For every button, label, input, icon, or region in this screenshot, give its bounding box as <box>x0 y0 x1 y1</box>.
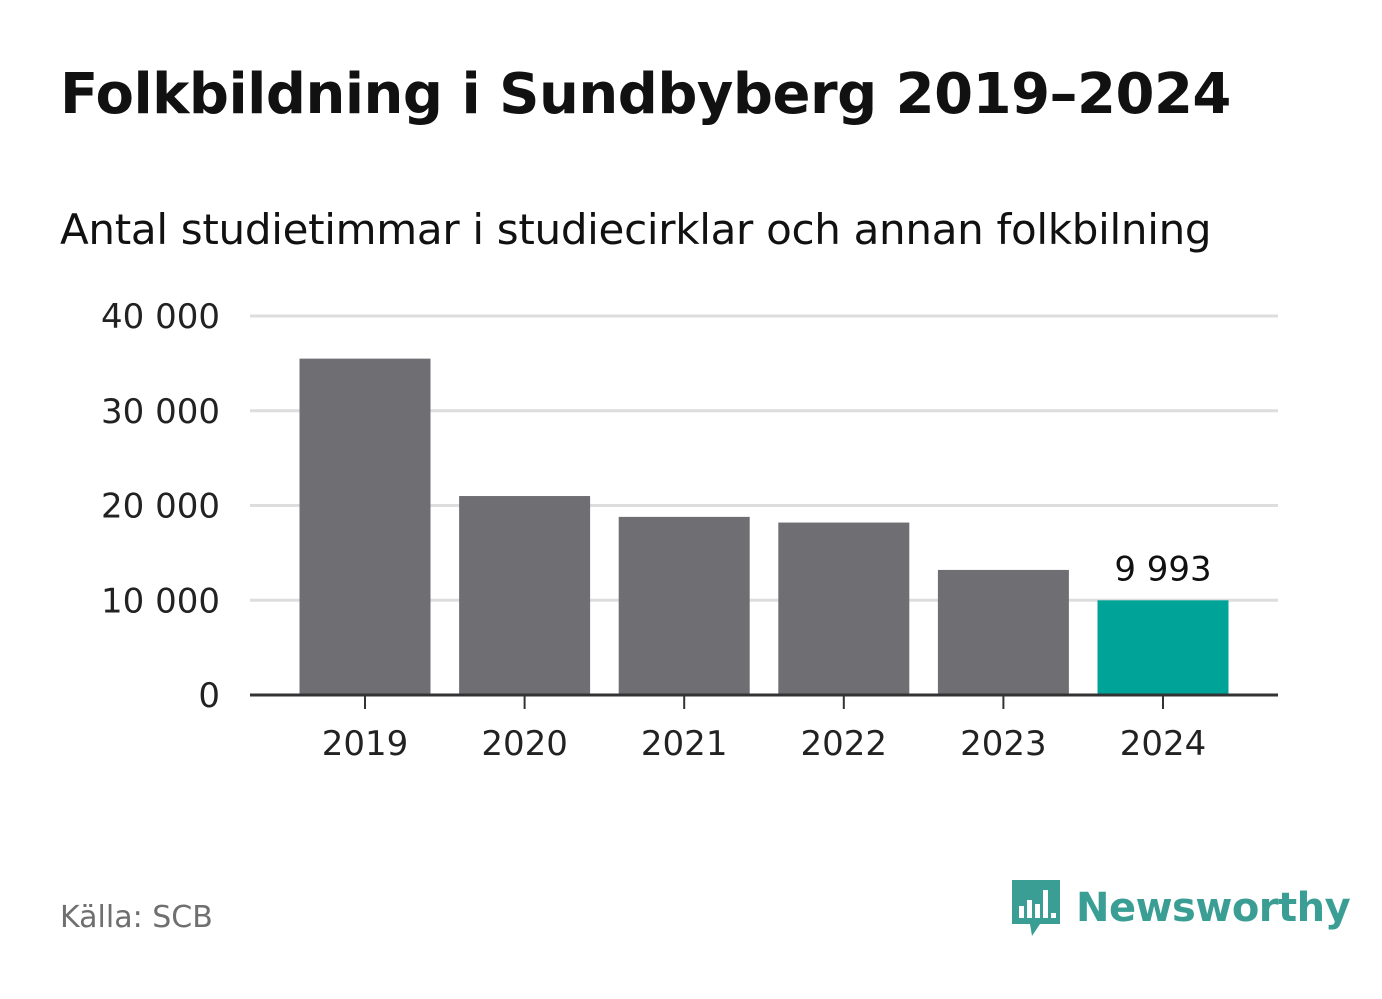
y-tick-label: 40 000 <box>101 297 220 337</box>
data-label: 9 993 <box>1114 549 1211 589</box>
x-tick-label: 2020 <box>481 724 568 764</box>
bar-2019 <box>299 358 431 695</box>
x-tick-label: 2023 <box>960 724 1047 764</box>
source-label: Källa: SCB <box>60 900 213 935</box>
x-tick-label: 2019 <box>322 724 409 764</box>
brand-logo: Newsworthy <box>1010 878 1351 938</box>
bar-2020 <box>459 496 591 695</box>
chart-subtitle: Antal studietimmar i studiecirklar och a… <box>60 205 1212 254</box>
x-tick-label: 2021 <box>641 724 728 764</box>
y-tick-label: 30 000 <box>101 392 220 432</box>
x-tick-label: 2024 <box>1120 724 1207 764</box>
x-tick-label: 2022 <box>801 724 888 764</box>
y-tick-label: 0 <box>198 676 220 716</box>
brand-name: Newsworthy <box>1076 885 1351 931</box>
bar-2024 <box>1097 600 1229 695</box>
newsworthy-logo-icon <box>1012 880 1060 936</box>
bar-2023 <box>937 569 1069 695</box>
chart-title: Folkbildning i Sundbyberg 2019–2024 <box>60 62 1231 127</box>
bar-2021 <box>618 516 750 695</box>
bar-2022 <box>778 522 910 695</box>
y-tick-label: 20 000 <box>101 487 220 527</box>
y-tick-label: 10 000 <box>101 581 220 621</box>
